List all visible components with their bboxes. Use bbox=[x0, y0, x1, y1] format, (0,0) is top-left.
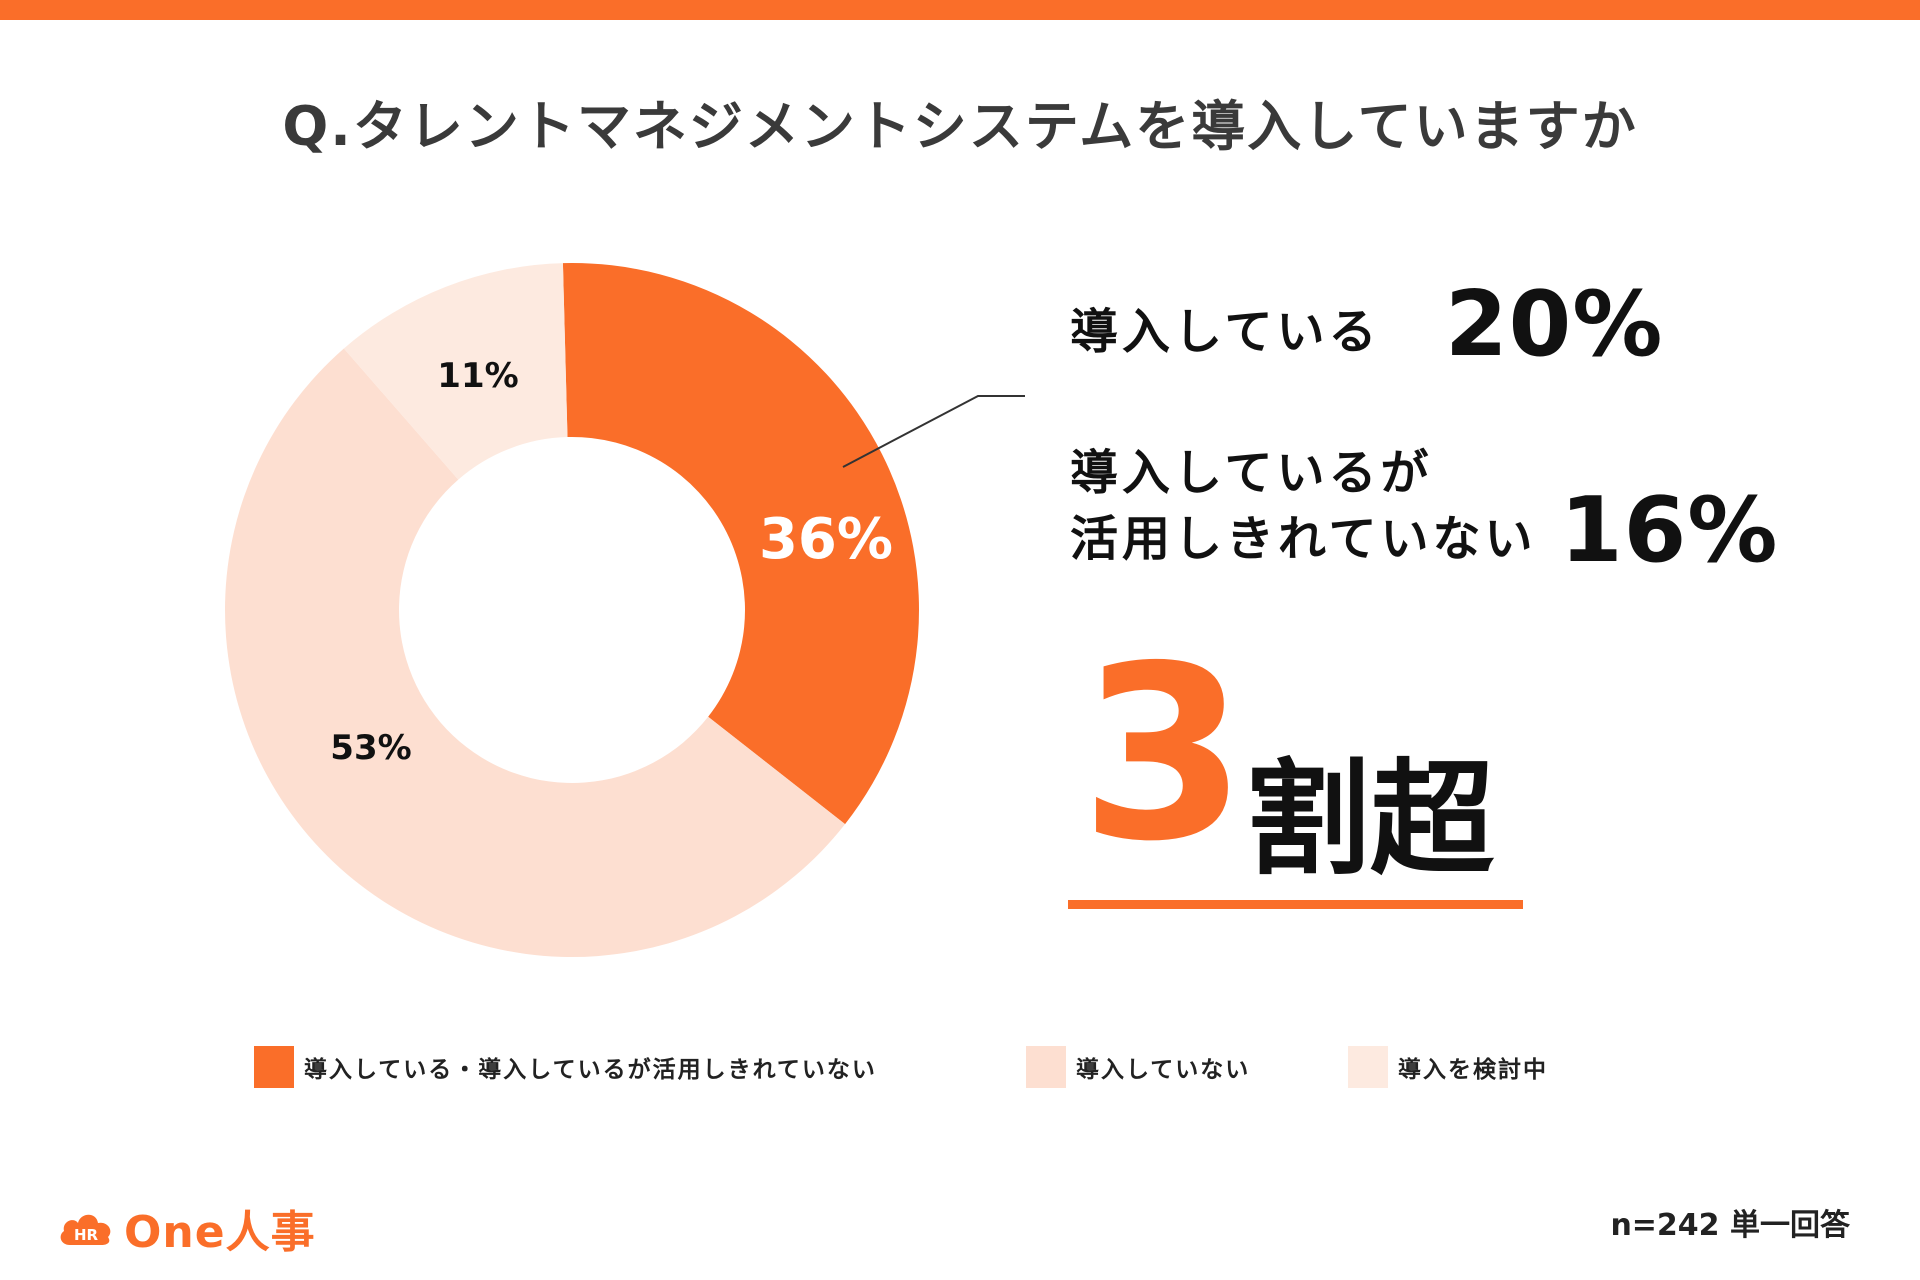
legend-label-not-implemented: 導入していない bbox=[1076, 1057, 1251, 1083]
legend-label-implemented: 導入している・導入しているが活用しきれていない bbox=[304, 1057, 877, 1083]
headline-summary: 3 割超 bbox=[1080, 634, 1540, 920]
chart-legend: 導入している・導入しているが活用しきれていない 導入していない 導入を検討中 bbox=[0, 1046, 1920, 1090]
logo-badge: HR bbox=[74, 1226, 99, 1244]
legend-item-not-implemented: 導入していない bbox=[1026, 1046, 1250, 1088]
logo-text: One人事 bbox=[124, 1207, 316, 1258]
donut-label-implemented: 36% bbox=[759, 507, 893, 572]
sample-footnote: n=242 単一回答 bbox=[1610, 1208, 1850, 1243]
brand-logo: HR One人事 bbox=[56, 1196, 316, 1260]
donut-label-considering: 11% bbox=[437, 356, 518, 396]
leader-line bbox=[842, 395, 1025, 468]
callout-underused: 導入しているが 活用しきれていない 16% bbox=[1070, 440, 1777, 583]
donut-slice-not-implemented bbox=[224, 348, 846, 958]
callout-implemented: 導入している 20% bbox=[1070, 272, 1662, 377]
chart-title: Q.タレントマネジメントシステムを導入していますか bbox=[282, 95, 1638, 158]
callout-implemented-label: 導入している bbox=[1070, 304, 1381, 360]
callout-underused-value: 16% bbox=[1560, 478, 1779, 583]
callout-underused-label-line2: 活用しきれていない bbox=[1070, 511, 1537, 567]
headline-suffix: 割超 bbox=[1246, 748, 1495, 892]
donut-label-not-implemented: 53% bbox=[330, 728, 411, 768]
legend-swatch-implemented bbox=[254, 1046, 294, 1088]
legend-item-implemented: 導入している・導入しているが活用しきれていない bbox=[254, 1046, 877, 1088]
legend-label-considering: 導入を検討中 bbox=[1398, 1057, 1548, 1083]
cloud-icon: HR bbox=[60, 1214, 111, 1245]
legend-item-considering: 導入を検討中 bbox=[1348, 1046, 1548, 1088]
headline-number: 3 bbox=[1080, 614, 1247, 894]
headline-underline bbox=[1068, 900, 1523, 909]
legend-swatch-considering bbox=[1348, 1046, 1388, 1088]
callout-underused-label-line1: 導入しているが bbox=[1070, 445, 1433, 501]
donut-slice-considering bbox=[343, 263, 568, 480]
donut-slice-implemented bbox=[562, 263, 920, 825]
top-accent-bar bbox=[0, 0, 1920, 20]
legend-swatch-not-implemented bbox=[1026, 1046, 1066, 1088]
callout-implemented-value: 20% bbox=[1445, 272, 1664, 377]
